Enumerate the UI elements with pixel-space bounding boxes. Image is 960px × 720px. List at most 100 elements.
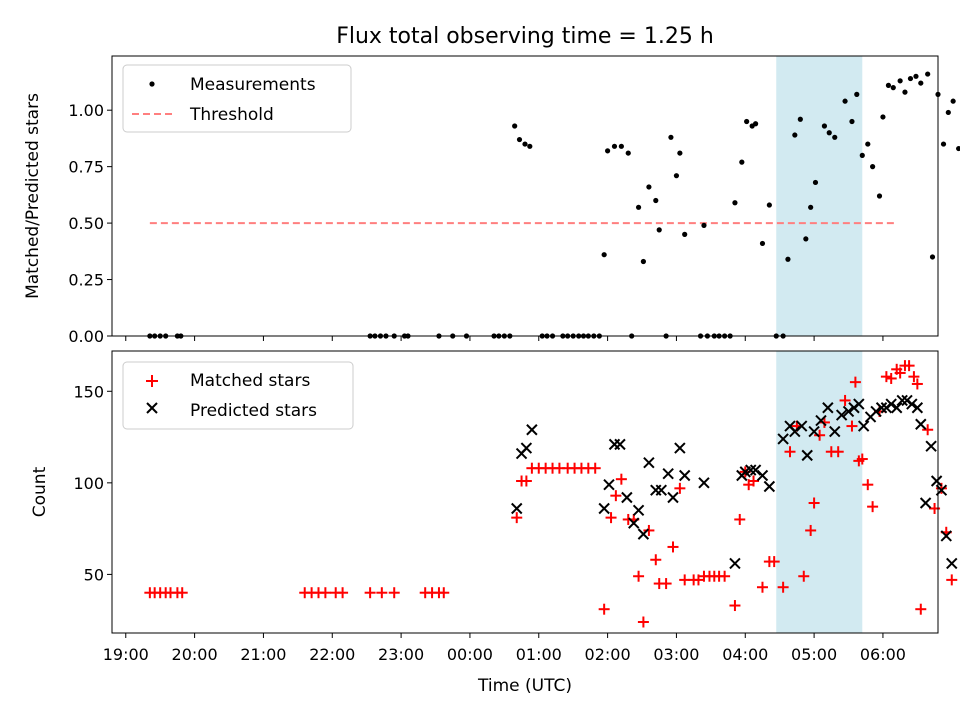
matched-point — [734, 513, 746, 525]
x-tick-label: 04:00 — [722, 645, 768, 664]
predicted-point — [885, 398, 897, 410]
ratio-legend: Measurements Threshold — [122, 64, 352, 133]
matched-point — [849, 376, 861, 388]
measurement-point — [625, 150, 631, 156]
predicted-point-b — [911, 402, 924, 414]
measurement-point — [897, 78, 903, 84]
measurement-point — [527, 143, 533, 149]
y-tick-label: 0.25 — [68, 271, 104, 290]
matched-point — [520, 475, 532, 487]
x-tick-label: 20:00 — [172, 645, 218, 664]
legend-predicted-label: Predicted stars — [190, 401, 317, 421]
predicted-point-b — [667, 491, 679, 504]
predicted-point-b — [784, 420, 796, 432]
predicted-point-b — [598, 502, 610, 515]
x-tick-label: 22:00 — [309, 645, 355, 664]
measurement-point — [950, 98, 956, 104]
matched-point — [376, 587, 388, 599]
predicted-point — [662, 467, 674, 480]
matched-point — [911, 378, 923, 390]
matched-point — [667, 541, 679, 553]
measurement-point — [744, 118, 750, 125]
matched-point — [692, 574, 704, 586]
predicted-point — [674, 442, 686, 454]
predicted-point — [729, 557, 741, 570]
predicted-point-b — [637, 528, 650, 540]
measurement-point — [635, 204, 642, 210]
predicted-point — [745, 464, 757, 476]
matched-point — [777, 581, 789, 593]
legend-matched-label: Matched stars — [190, 371, 310, 391]
predicted-point-b — [698, 477, 710, 489]
predicted-point — [906, 398, 918, 410]
highlight-span — [776, 56, 863, 336]
predicted-point-b — [940, 530, 952, 542]
ratio-x-ticks — [125, 336, 884, 341]
predicted-point — [520, 442, 533, 454]
predicted-point — [946, 557, 958, 570]
measurement-point — [668, 134, 674, 140]
measurement-point — [925, 71, 931, 77]
measurement-point — [766, 202, 772, 208]
x-axis-label: Time (UTC) — [477, 676, 572, 696]
y-tick-label: 100 — [73, 474, 104, 493]
predicted-point — [940, 530, 952, 542]
measurement-point — [792, 132, 798, 138]
predicted-point — [603, 478, 615, 491]
measurement-point — [752, 121, 759, 127]
predicted-point-b — [749, 464, 762, 476]
matched-point — [598, 603, 610, 615]
counts-panel-frame — [111, 350, 939, 634]
predicted-point — [915, 418, 927, 430]
predicted-point-b — [842, 405, 855, 418]
measurement-point — [803, 236, 809, 242]
predicted-point-b — [801, 449, 813, 462]
legend-threshold-label: Threshold — [189, 105, 274, 125]
counts-legend: Matched stars Predicted stars — [122, 361, 354, 430]
measurement-point — [854, 91, 860, 97]
measurement-point — [653, 197, 659, 204]
predicted-point — [667, 491, 679, 504]
measurement-point — [797, 116, 803, 122]
measurement-point — [601, 252, 607, 258]
matched-point — [176, 587, 188, 599]
matched-point — [729, 600, 741, 612]
predicted-point — [777, 433, 789, 445]
x-tick-label: 23:00 — [378, 645, 424, 664]
predicted-point-b — [885, 398, 897, 410]
matched-point — [643, 524, 655, 536]
measurement-points — [147, 71, 960, 339]
predicted-point-b — [919, 497, 932, 509]
predicted-point — [890, 402, 903, 414]
ratio-panel: 0.00 0.25 0.50 0.75 1.00 Matched/Predicted s… — [23, 55, 960, 346]
matched-point — [922, 424, 934, 436]
measurement-point — [940, 141, 947, 147]
predicted-point — [526, 424, 538, 436]
predicted-point-b — [925, 440, 937, 452]
predicted-point-b — [930, 475, 943, 487]
predicted-point-b — [745, 464, 757, 476]
measurement-point — [876, 193, 883, 199]
matched-point — [633, 570, 645, 582]
measurement-point — [611, 143, 618, 149]
matched-point — [808, 497, 820, 509]
predicted-point — [655, 484, 667, 496]
ratio-y-ticks: 0.00 0.25 0.50 0.75 1.00 — [68, 101, 112, 346]
predicted-point — [853, 398, 865, 410]
predicted-point-b — [829, 425, 841, 438]
predicted-point-b — [870, 405, 882, 418]
predicted-points — [511, 394, 958, 570]
predicted-point-b — [796, 420, 808, 432]
ratio-panel-frame — [111, 55, 939, 337]
predicted-point-b — [777, 433, 789, 445]
y-tick-label: 50 — [84, 565, 104, 584]
measurement-point — [956, 145, 960, 152]
predicted-point — [801, 449, 813, 462]
predicted-point-b — [662, 467, 674, 480]
ratio-y-axis-label: Matched/Predicted stars — [23, 93, 43, 299]
measurement-point — [677, 150, 683, 156]
measurement-point — [859, 152, 865, 158]
predicted-point — [870, 405, 882, 418]
measurement-point — [849, 118, 855, 125]
